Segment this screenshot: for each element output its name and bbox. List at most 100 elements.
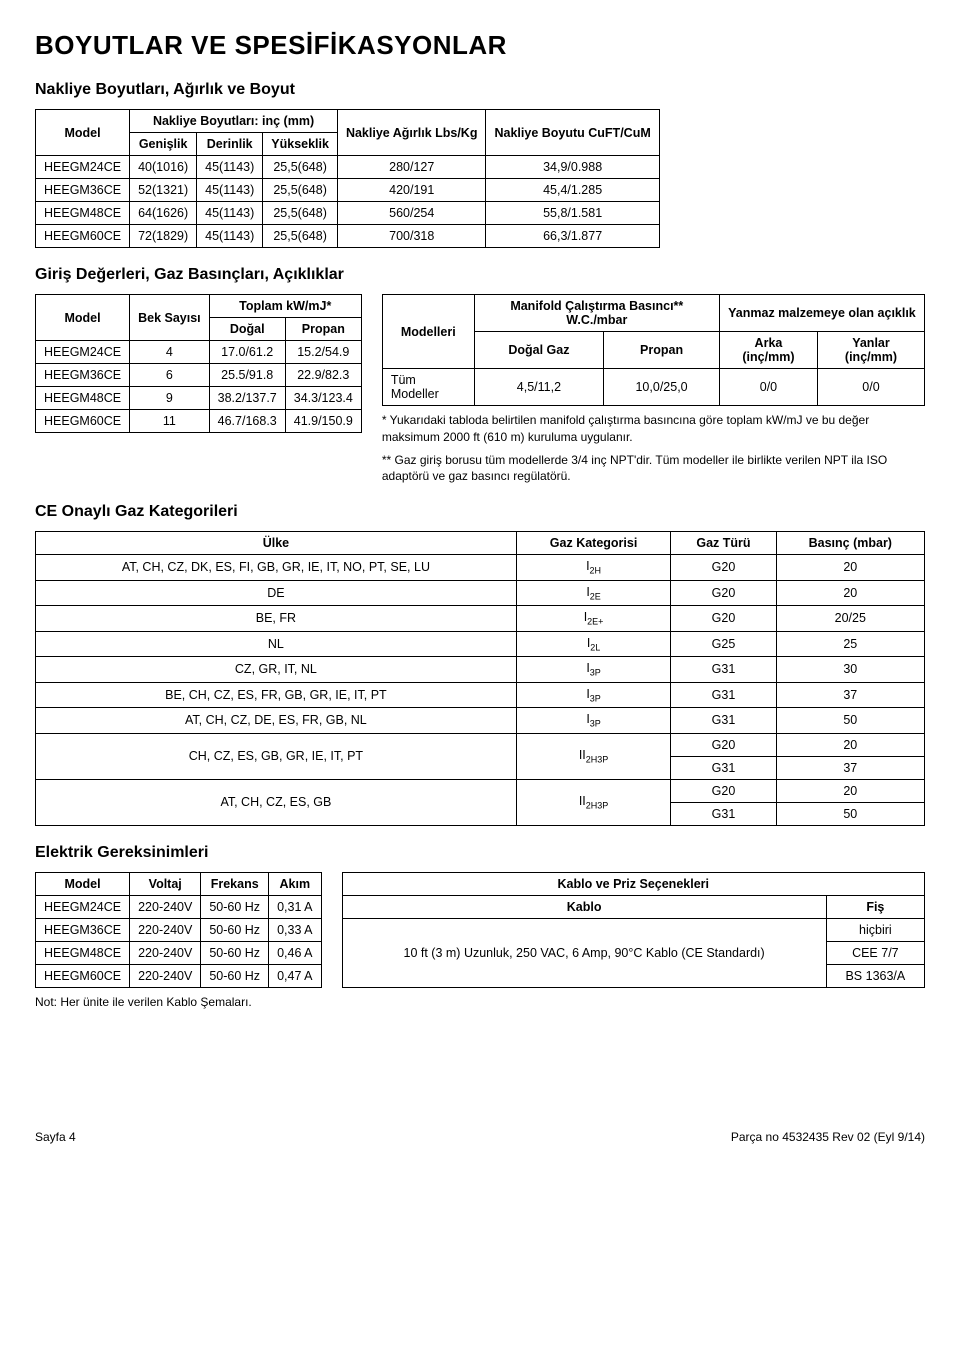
cell: Tüm Modeller [382,369,474,406]
col-prop: Propan [285,318,361,341]
col-weight: Nakliye Ağırlık Lbs/Kg [337,110,486,156]
cell: 25 [776,631,924,657]
col-size: Nakliye Boyutu CuFT/CuM [486,110,659,156]
cell: HEEGM48CE [36,387,130,410]
cell: 20 [776,555,924,581]
cell: G31 [671,756,776,779]
cell: AT, CH, CZ, DE, ES, FR, GB, NL [36,708,517,734]
page-footer: Sayfa 4 Parça no 4532435 Rev 02 (Eyl 9/1… [35,1130,925,1144]
cell: 0,47 A [269,964,321,987]
cell: 560/254 [337,202,486,225]
cell: G20 [671,779,776,802]
cell: HEEGM24CE [36,895,130,918]
cell: 4,5/11,2 [474,369,604,406]
table-row: HEEGM48CE938.2/137.734.3/123.4 [36,387,362,410]
table-row: CZ, GR, IT, NLI3PG3130 [36,657,925,683]
section1-title: Nakliye Boyutları, Ağırlık ve Boyut [35,81,925,99]
cell: CH, CZ, ES, GB, GR, IE, IT, PT [36,733,517,779]
cell: 34.3/123.4 [285,387,361,410]
cell: 20 [776,779,924,802]
cell: HEEGM60CE [36,410,130,433]
cell: 64(1626) [130,202,197,225]
cell: I2E+ [516,606,671,632]
table-row: HEEGM60CE220-240V50-60 Hz0,47 A [36,964,322,987]
cell: 66,3/1.877 [486,225,659,248]
col-plug: Fiş [826,895,924,918]
cell: 37 [776,682,924,708]
cell: BS 1363/A [826,964,924,987]
cell: HEEGM36CE [36,179,130,202]
col-nat: Doğal [209,318,285,341]
cell: I2H [516,555,671,581]
input-table: Model Bek Sayısı Toplam kW/mJ* Doğal Pro… [35,294,362,433]
cell: 17.0/61.2 [209,341,285,364]
cell: 38.2/137.7 [209,387,285,410]
cell: CEE 7/7 [826,941,924,964]
cell: 280/127 [337,156,486,179]
cell: II2H3P [516,733,671,779]
cell: 34,9/0.988 [486,156,659,179]
col-header: Kablo ve Priz Seçenekleri [342,872,924,895]
col-freq: Frekans [201,872,269,895]
table-row: HEEGM60CE1146.7/168.341.9/150.9 [36,410,362,433]
col-bek: Bek Sayısı [130,295,210,341]
table-row: HEEGM24CE417.0/61.215.2/54.9 [36,341,362,364]
col-prop: Propan [604,332,720,369]
col-country: Ülke [36,532,517,555]
cell: 37 [776,756,924,779]
col-type: Gaz Türü [671,532,776,555]
table-row: AT, CH, CZ, DE, ES, FR, GB, NLI3PG3150 [36,708,925,734]
electrical-table: Model Voltaj Frekans Akım HEEGM24CE220-2… [35,872,322,988]
footnote-2: ** Gaz giriş borusu tüm modellerde 3/4 i… [382,452,925,486]
cell: G31 [671,682,776,708]
footnote-1: * Yukarıdaki tabloda belirtilen manifold… [382,412,925,446]
table-row: HEEGM36CE220-240V50-60 Hz0,33 A [36,918,322,941]
cell: 15.2/54.9 [285,341,361,364]
cell: hiçbiri [826,918,924,941]
cell: NL [36,631,517,657]
col-width: Genişlik [130,133,197,156]
cell: BE, CH, CZ, ES, FR, GB, GR, IE, IT, PT [36,682,517,708]
cell: 50-60 Hz [201,918,269,941]
table-row: Tüm Modeller 4,5/11,2 10,0/25,0 0/0 0/0 [382,369,924,406]
cell: 50-60 Hz [201,964,269,987]
cell: 420/191 [337,179,486,202]
col-rear: Arka (inç/mm) [719,332,817,369]
col-cable: Kablo [342,895,826,918]
col-cur: Akım [269,872,321,895]
cell: 0,46 A [269,941,321,964]
cell: CZ, GR, IT, NL [36,657,517,683]
clearance-table: Modelleri Manifold Çalıştırma Basıncı** … [382,294,925,406]
cell: I3P [516,682,671,708]
cable-note: Not: Her ünite ile verilen Kablo Şemalar… [35,994,322,1011]
cell: HEEGM48CE [36,202,130,225]
cell: G20 [671,606,776,632]
cell: I3P [516,708,671,734]
cell: 45(1143) [197,225,263,248]
cell: 220-240V [130,964,201,987]
table-row: BE, FRI2E+G2020/25 [36,606,925,632]
col-nat: Doğal Gaz [474,332,604,369]
cell: 50 [776,802,924,825]
cell: II2H3P [516,779,671,825]
cell: 45,4/1.285 [486,179,659,202]
table-row: AT, CH, CZ, DK, ES, FI, GB, GR, IE, IT, … [36,555,925,581]
table-row: BE, CH, CZ, ES, FR, GB, GR, IE, IT, PTI3… [36,682,925,708]
col-models: Modelleri [382,295,474,369]
cell: 20 [776,733,924,756]
cell: HEEGM36CE [36,364,130,387]
cell: 0/0 [719,369,817,406]
section2-title: Giriş Değerleri, Gaz Basınçları, Açıklık… [35,266,925,284]
table-row: 10 ft (3 m) Uzunluk, 250 VAC, 6 Amp, 90°… [342,918,924,941]
section4-title: Elektrik Gereksinimleri [35,844,925,862]
cell: I2L [516,631,671,657]
table-row: CH, CZ, ES, GB, GR, IE, IT, PTII2H3PG202… [36,733,925,756]
cell: 220-240V [130,918,201,941]
col-dims-group: Nakliye Boyutları: inç (mm) [130,110,338,133]
cell: 0,31 A [269,895,321,918]
cell: 25.5/91.8 [209,364,285,387]
cell: AT, CH, CZ, DK, ES, FI, GB, GR, IE, IT, … [36,555,517,581]
cell: DE [36,580,517,606]
col-height: Yükseklik [263,133,338,156]
cell: 220-240V [130,941,201,964]
